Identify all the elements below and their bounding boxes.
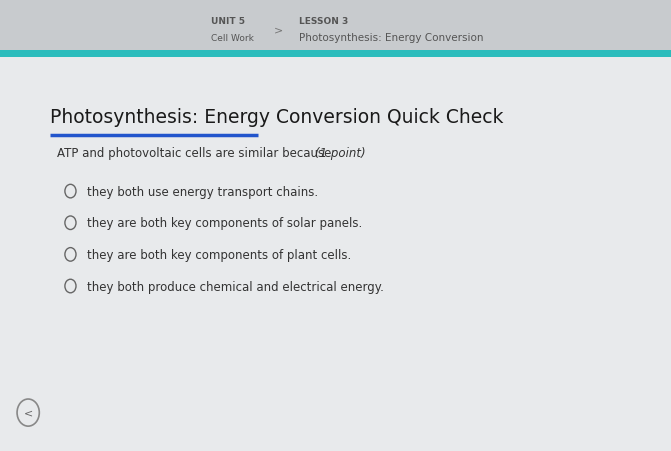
FancyBboxPatch shape bbox=[0, 0, 671, 52]
FancyBboxPatch shape bbox=[0, 58, 671, 451]
Text: LESSON 3: LESSON 3 bbox=[299, 17, 348, 26]
FancyBboxPatch shape bbox=[0, 51, 671, 58]
Text: UNIT 5: UNIT 5 bbox=[211, 17, 246, 26]
Text: they are both key components of plant cells.: they are both key components of plant ce… bbox=[87, 249, 352, 261]
Text: >: > bbox=[274, 25, 283, 35]
Text: (1 point): (1 point) bbox=[315, 147, 366, 160]
Text: <: < bbox=[23, 408, 33, 418]
Text: they both produce chemical and electrical energy.: they both produce chemical and electrica… bbox=[87, 280, 384, 293]
Text: they both use energy transport chains.: they both use energy transport chains. bbox=[87, 185, 318, 198]
Text: they are both key components of solar panels.: they are both key components of solar pa… bbox=[87, 217, 362, 230]
Text: Cell Work: Cell Work bbox=[211, 34, 254, 43]
Text: Photosynthesis: Energy Conversion: Photosynthesis: Energy Conversion bbox=[299, 33, 483, 43]
Text: ATP and photovoltaic cells are similar because: ATP and photovoltaic cells are similar b… bbox=[57, 147, 331, 160]
Text: Photosynthesis: Energy Conversion Quick Check: Photosynthesis: Energy Conversion Quick … bbox=[50, 108, 504, 127]
